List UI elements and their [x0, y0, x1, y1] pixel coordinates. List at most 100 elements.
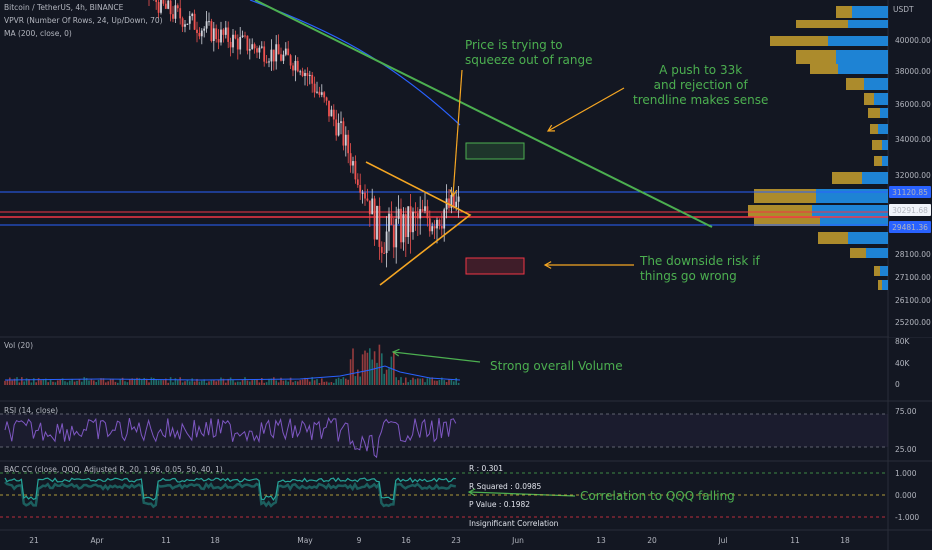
volume-bar [73, 381, 76, 385]
candle-body [301, 71, 304, 76]
volume-bar [445, 381, 448, 385]
volume-bar [441, 377, 443, 385]
candle-body [395, 218, 398, 248]
candle-body [167, 0, 170, 9]
volume-bar [42, 378, 45, 385]
candle-body [157, 2, 160, 13]
candle-body [263, 46, 266, 62]
candle-body [296, 60, 299, 72]
time-tick-label: Jul [717, 536, 727, 545]
volume-profile-down-9 [872, 140, 882, 150]
volume-bar [13, 378, 16, 385]
volume-bar [107, 381, 109, 385]
candle-body [328, 100, 330, 117]
candle-body [191, 13, 194, 17]
candle-body [323, 92, 326, 98]
volume-profile-up-9 [882, 140, 888, 150]
candle-body [260, 46, 263, 48]
volume-bar [215, 381, 217, 385]
volume-bar [222, 378, 225, 385]
cc-significance: Insignificant Correlation [469, 519, 559, 528]
volume-bar [76, 380, 78, 385]
volume-bar [275, 380, 277, 385]
volume-bar [35, 382, 37, 385]
volume-bar [357, 369, 359, 385]
candle-body [299, 71, 302, 73]
candle-body [318, 91, 321, 95]
volume-bar [28, 379, 30, 385]
volume-profile-up-15 [848, 232, 888, 244]
volume-bar [198, 381, 201, 385]
volume-profile-up-2 [828, 36, 888, 46]
candle-body [292, 65, 294, 71]
volume-bar [381, 353, 383, 385]
volume-bar [390, 356, 393, 385]
candle-body [294, 60, 297, 71]
volume-bar [318, 382, 321, 385]
arrow-correlation-head [467, 488, 476, 497]
candle-body [234, 34, 237, 39]
volume-bar [402, 382, 405, 385]
cc-tick-label: -1.000 [895, 513, 919, 522]
volume-bar [143, 377, 145, 385]
arrow-downside-head [543, 261, 552, 269]
volume-bar [313, 380, 316, 385]
candle-body [236, 38, 239, 50]
volume-bar [177, 380, 179, 385]
candle-body [361, 192, 364, 194]
volume-profile-down-1 [796, 20, 848, 28]
volume-bar [138, 378, 141, 385]
candle-body [198, 32, 201, 37]
candle-body [325, 97, 328, 101]
volume-bar [6, 379, 9, 385]
target-box-upper [465, 142, 525, 160]
candles [148, 0, 460, 268]
candle-body [455, 201, 458, 207]
candle-body [239, 37, 242, 50]
volume-bar [421, 378, 424, 385]
candle-body [419, 209, 422, 219]
volume-bar [16, 377, 18, 385]
price-tick-label: 25200.00 [895, 318, 931, 327]
volume-bar [301, 379, 304, 385]
volume-bar [232, 379, 234, 385]
volume-profile-down-0 [836, 6, 852, 18]
volume-bar [136, 377, 138, 385]
rsi-line [4, 416, 457, 459]
volume-bar [201, 380, 203, 385]
price-badge [889, 186, 931, 198]
candle-body [368, 200, 371, 215]
volume-bar [155, 379, 157, 385]
candle-body [227, 27, 230, 42]
volume-bar [349, 359, 352, 385]
candle-body [203, 28, 206, 31]
volume-bar [371, 359, 373, 385]
volume-bar [124, 381, 126, 385]
volume-bar [169, 377, 172, 385]
candle-body [253, 44, 256, 49]
volume-bar [220, 377, 222, 385]
volume-profile-up-12 [816, 189, 888, 203]
candle-body [404, 214, 407, 238]
annotation-volume: Strong overall Volume [490, 359, 623, 373]
volume-bar [213, 380, 215, 385]
annotation-push-line2: and rejection of [653, 78, 748, 92]
candle-body [244, 35, 246, 37]
volume-bar [81, 381, 83, 385]
volume-bar [438, 379, 441, 385]
volume-bar [263, 382, 265, 385]
volume-bar [97, 379, 100, 385]
candle-body [306, 73, 309, 76]
candle-body [332, 109, 335, 120]
candle-body [246, 35, 249, 51]
volume-profile-up-5 [864, 78, 888, 90]
volume-profile-down-16 [850, 248, 866, 258]
volume-profile-down-6 [864, 93, 874, 105]
candle-body [172, 14, 174, 19]
volume-bar [69, 380, 71, 385]
arrow-push-head [546, 124, 556, 132]
candle-body [179, 8, 182, 19]
volume-bar [105, 382, 107, 385]
